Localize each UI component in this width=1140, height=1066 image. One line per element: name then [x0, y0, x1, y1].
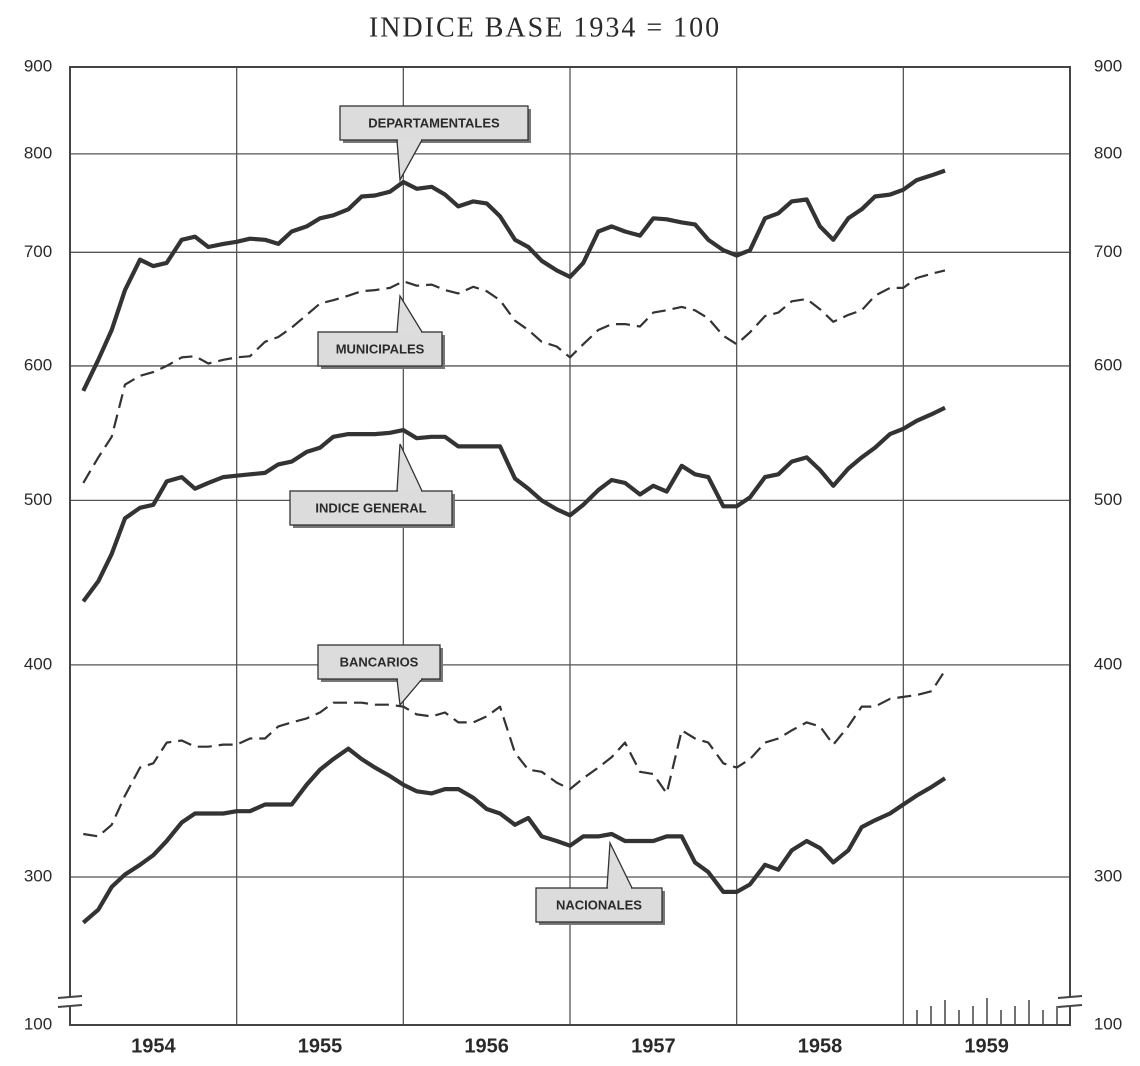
callout-box: [535, 887, 663, 923]
series-callout: DEPARTAMENTALES: [339, 105, 531, 183]
legend-label: MUNICIPALES: [336, 341, 425, 356]
y-tick-label: 800: [24, 143, 52, 162]
y2-tick-label: 500: [1094, 490, 1122, 509]
series-line: [81, 746, 947, 925]
callout-pointer: [396, 678, 424, 707]
callout-box: [289, 490, 453, 526]
y2-tick-label: 800: [1094, 143, 1122, 162]
series-line: [81, 405, 946, 603]
x-tick-label: 1956: [464, 1035, 509, 1057]
x-tick-label: 1957: [631, 1035, 676, 1057]
y-tick-label: 700: [24, 242, 52, 261]
series-line: [83, 669, 946, 838]
y-tick-label: 900: [24, 56, 52, 75]
callout-pointer: [396, 139, 424, 183]
x-tick-label: 1954: [131, 1035, 176, 1057]
y2-tick-label: 600: [1094, 355, 1122, 374]
x-tick-label: 1959: [964, 1035, 1009, 1057]
y-tick-label: 100: [24, 1014, 52, 1033]
y-tick-label: 300: [24, 866, 52, 885]
callout-box: [339, 105, 529, 141]
y-tick-label: 600: [24, 355, 52, 374]
axis-break: [57, 1004, 83, 1008]
callout-box: [317, 331, 443, 367]
series-callout: MUNICIPALES: [317, 293, 445, 369]
y-tick-label: 400: [24, 654, 52, 673]
legend-label: DEPARTAMENTALES: [368, 115, 500, 130]
callout-box: [317, 644, 441, 680]
axis-break-gap: [62, 997, 78, 1006]
y2-tick-label: 100: [1094, 1014, 1122, 1033]
callout-pointer: [606, 840, 634, 889]
y2-tick-label: 700: [1094, 242, 1122, 261]
x-tick-label: 1955: [298, 1035, 343, 1057]
y-tick-label: 500: [24, 490, 52, 509]
y2-tick-label: 900: [1094, 56, 1122, 75]
y2-tick-label: 400: [1094, 654, 1122, 673]
axis-break: [1057, 995, 1083, 999]
chart-title: INDICE BASE 1934 = 100: [369, 12, 721, 43]
minor-ticks: [916, 998, 1058, 1025]
axis-break: [1057, 1004, 1083, 1008]
series-callout: INDICE GENERAL: [289, 443, 455, 528]
series-line: [81, 168, 946, 392]
y2-tick-label: 300: [1094, 866, 1122, 885]
callout-pointer: [396, 293, 424, 333]
series-line: [82, 269, 946, 484]
legend-label: INDICE GENERAL: [315, 500, 426, 515]
grid: [69, 66, 1070, 1026]
series-callout: NACIONALES: [535, 840, 665, 925]
legend-label: BANCARIOS: [340, 654, 419, 669]
x-tick-label: 1958: [798, 1035, 843, 1057]
callout-pointer: [396, 443, 424, 492]
plot-frame: [69, 66, 1071, 1026]
series-callout: BANCARIOS: [317, 644, 443, 707]
legend-label: NACIONALES: [556, 897, 642, 912]
axis-break-gap: [1062, 997, 1078, 1006]
axis-break: [57, 995, 83, 999]
